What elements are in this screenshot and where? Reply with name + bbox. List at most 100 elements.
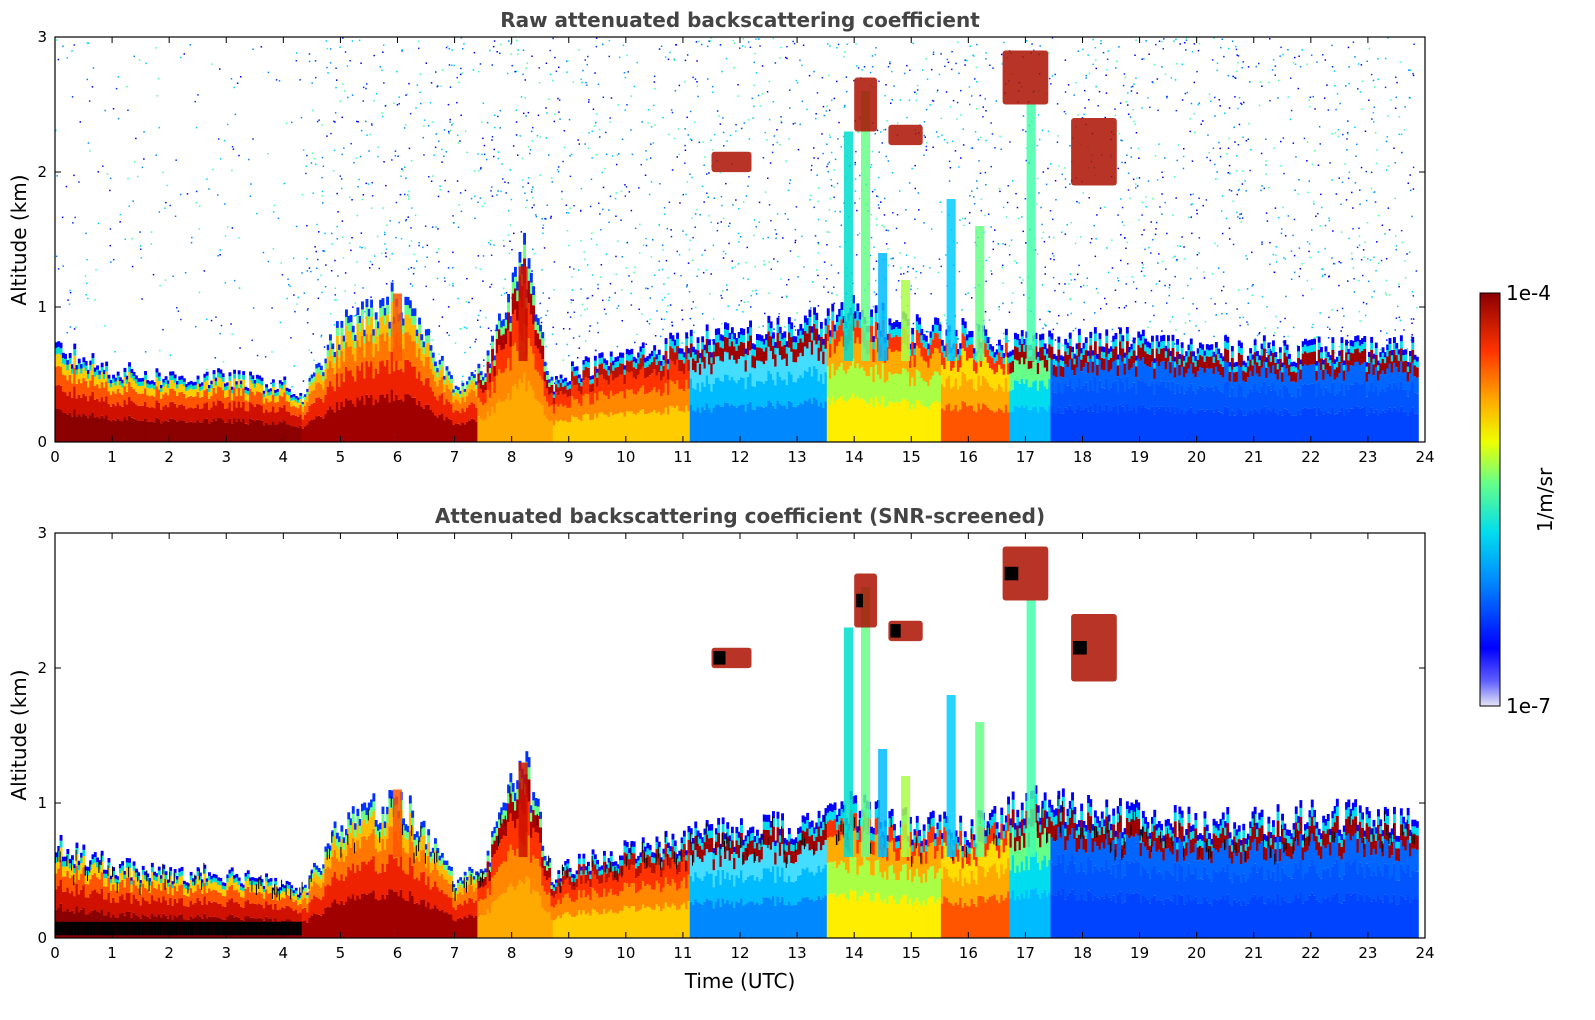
backscatter-cell bbox=[358, 323, 362, 332]
backscatter-cell bbox=[632, 413, 636, 442]
backscatter-cell bbox=[644, 357, 647, 363]
backscatter-cell bbox=[276, 402, 280, 412]
backscatter-cell bbox=[671, 361, 675, 382]
backscatter-cell bbox=[208, 385, 211, 389]
noise-pixel bbox=[1236, 155, 1238, 157]
noise-pixel bbox=[673, 58, 676, 61]
noise-pixel bbox=[1351, 252, 1353, 255]
backscatter-cell bbox=[767, 370, 771, 401]
backscatter-cell bbox=[648, 364, 652, 376]
backscatter-cell bbox=[557, 406, 561, 422]
backscatter-cell bbox=[614, 357, 618, 362]
backscatter-cell bbox=[628, 355, 631, 362]
backscatter-cell bbox=[431, 412, 435, 442]
noise-pixel bbox=[223, 139, 226, 142]
noise-pixel bbox=[1277, 97, 1279, 99]
noise-pixel bbox=[530, 191, 533, 193]
noise-pixel bbox=[550, 177, 553, 179]
backscatter-cell bbox=[815, 312, 819, 321]
noise-pixel bbox=[262, 251, 265, 254]
noise-pixel bbox=[295, 225, 298, 228]
backscatter-cell bbox=[262, 390, 266, 394]
backscatter-cell bbox=[128, 362, 131, 367]
noise-pixel bbox=[813, 206, 815, 209]
noise-pixel bbox=[1047, 310, 1050, 312]
noise-pixel bbox=[1319, 225, 1321, 227]
noise-pixel bbox=[837, 272, 840, 274]
noise-pixel bbox=[452, 251, 454, 254]
noise-pixel bbox=[694, 213, 697, 215]
backscatter-cell bbox=[587, 394, 590, 415]
backscatter-cell bbox=[536, 325, 540, 334]
noise-pixel bbox=[1261, 85, 1263, 87]
backscatter-cell bbox=[870, 342, 873, 367]
backscatter-cell bbox=[616, 393, 620, 414]
noise-pixel bbox=[1274, 207, 1277, 209]
noise-pixel bbox=[447, 45, 449, 48]
noise-pixel bbox=[707, 45, 709, 48]
noise-pixel bbox=[1282, 137, 1285, 139]
noise-pixel bbox=[658, 260, 660, 263]
noise-pixel bbox=[391, 253, 393, 255]
noise-pixel bbox=[914, 218, 916, 220]
noise-pixel bbox=[66, 331, 68, 334]
noise-pixel bbox=[663, 318, 666, 321]
backscatter-cell bbox=[872, 342, 876, 350]
noise-pixel bbox=[272, 247, 275, 250]
noise-pixel bbox=[1298, 55, 1300, 57]
noise-pixel bbox=[438, 260, 440, 263]
noise-pixel bbox=[1127, 113, 1130, 115]
backscatter-cell bbox=[445, 384, 449, 400]
noise-pixel bbox=[1049, 311, 1051, 313]
backscatter-cell bbox=[388, 351, 392, 374]
backscatter-cell bbox=[660, 370, 663, 381]
noise-pixel bbox=[1220, 210, 1223, 212]
noise-pixel bbox=[1064, 178, 1067, 180]
backscatter-cell bbox=[226, 408, 230, 423]
noise-pixel bbox=[773, 135, 776, 137]
backscatter-cell bbox=[548, 382, 552, 387]
noise-pixel bbox=[1129, 116, 1132, 118]
backscatter-cell bbox=[383, 315, 387, 325]
backscatter-cell bbox=[253, 387, 257, 396]
backscatter-cell bbox=[584, 361, 588, 367]
backscatter-cell bbox=[712, 351, 716, 365]
backscatter-cell bbox=[64, 412, 67, 442]
noise-pixel bbox=[1335, 193, 1338, 195]
backscatter-cell bbox=[114, 420, 118, 442]
backscatter-cell bbox=[705, 403, 709, 442]
noise-pixel bbox=[180, 193, 182, 196]
backscatter-cell bbox=[518, 251, 522, 263]
noise-pixel bbox=[591, 294, 594, 297]
noise-pixel bbox=[444, 179, 446, 182]
backscatter-cell bbox=[93, 367, 97, 372]
backscatter-cell bbox=[349, 400, 353, 442]
backscatter-cell bbox=[781, 333, 784, 340]
backscatter-cell bbox=[737, 379, 741, 406]
backscatter-cell bbox=[294, 416, 298, 427]
noise-pixel bbox=[219, 158, 222, 160]
backscatter-cell bbox=[552, 391, 556, 395]
backscatter-cell bbox=[835, 346, 839, 370]
noise-pixel bbox=[878, 176, 880, 179]
noise-pixel bbox=[409, 112, 412, 115]
backscatter-cell bbox=[806, 401, 810, 442]
noise-pixel bbox=[527, 111, 530, 114]
noise-pixel bbox=[483, 153, 486, 156]
noise-pixel bbox=[1049, 258, 1052, 260]
backscatter-cell bbox=[790, 322, 794, 330]
backscatter-cell bbox=[598, 353, 602, 359]
noise-pixel bbox=[485, 158, 488, 161]
backscatter-cell bbox=[244, 400, 248, 411]
noise-pixel bbox=[980, 198, 983, 201]
noise-pixel bbox=[1337, 128, 1340, 131]
backscatter-cell bbox=[308, 405, 312, 421]
noise-pixel bbox=[747, 185, 749, 187]
noise-pixel bbox=[529, 149, 532, 151]
noise-pixel bbox=[956, 242, 958, 244]
backscatter-cell bbox=[559, 374, 563, 379]
backscatter-cell bbox=[687, 371, 691, 389]
noise-pixel bbox=[477, 319, 479, 321]
noise-pixel bbox=[1198, 237, 1201, 239]
noise-pixel bbox=[1031, 43, 1033, 45]
